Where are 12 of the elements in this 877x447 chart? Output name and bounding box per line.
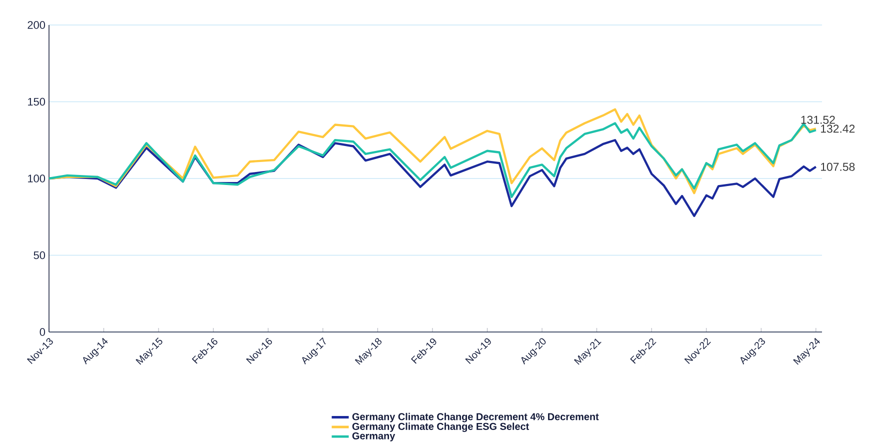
data-label: 107.58	[820, 162, 855, 171]
legend-label: Germany	[352, 432, 396, 442]
data-label: 132.42	[820, 124, 855, 133]
line-series	[48, 122, 818, 198]
y-tick-label: 150	[28, 98, 46, 106]
y-tick-label: 50	[34, 251, 46, 260]
y-tick-label: 0	[40, 328, 46, 336]
legend-label: Germany Climate Change Decrement 4% Decrement	[352, 412, 599, 422]
y-tick-label: 200	[28, 21, 46, 29]
y-tick-label: 100	[28, 174, 46, 182]
data-label: 131.52	[801, 116, 835, 124]
legend-label: Germany Climate Change ESG Select	[352, 422, 530, 432]
